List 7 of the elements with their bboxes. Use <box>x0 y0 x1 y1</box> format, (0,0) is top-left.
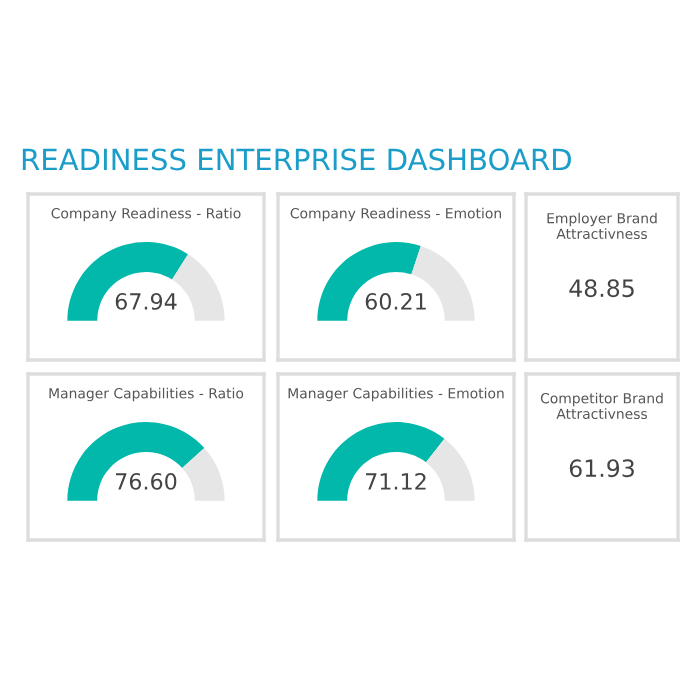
text: 61.93 <box>569 459 634 478</box>
data-label: 67.94 <box>115 292 177 310</box>
data-label: 76.60 <box>116 472 177 490</box>
text: 48.85 <box>569 279 634 298</box>
data-label: 71.12 <box>366 472 426 490</box>
text: READINESS ENTERPRISE DASHBOARD <box>22 148 571 171</box>
data-label: 60.21 <box>365 292 426 310</box>
